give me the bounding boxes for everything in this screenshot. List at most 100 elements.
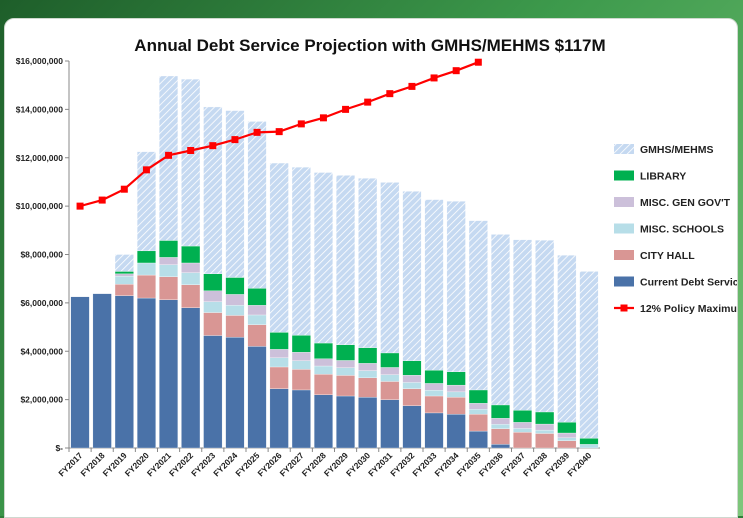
y-tick-label: $8,000,000 [20, 250, 63, 260]
bar-segment [513, 428, 533, 433]
bar-segment [557, 437, 577, 441]
bar-segment [557, 440, 577, 449]
bar-segment [114, 284, 134, 296]
bar-segment [269, 366, 289, 389]
bar-segment [269, 357, 289, 368]
legend-label: Current Debt Service [640, 277, 737, 289]
bar-segment [114, 276, 134, 285]
policy-marker [275, 128, 283, 136]
bar-segment [402, 191, 422, 361]
bar-segment [358, 377, 378, 398]
chart: Annual Debt Service Projection with GMHS… [16, 36, 737, 478]
bar-segment [535, 429, 555, 434]
bar-segment [291, 389, 311, 449]
bar-segment [446, 371, 466, 386]
bar-segment [579, 438, 599, 445]
bar-segment [313, 374, 333, 395]
bar-segment [313, 365, 333, 375]
bar-segment [424, 390, 444, 397]
bar-segment [424, 383, 444, 391]
bar-segment [513, 239, 533, 411]
bar-segment [159, 264, 179, 277]
legend-swatch [614, 144, 634, 154]
bar-segment [446, 201, 466, 372]
bar-segment [535, 240, 555, 413]
legend-swatch [614, 223, 634, 234]
bar-segment [380, 399, 400, 449]
bar-segment [336, 395, 356, 449]
bar-segment [358, 178, 378, 348]
bar-segment [446, 413, 466, 449]
bar-segment [269, 162, 289, 333]
bar-segment [490, 404, 510, 419]
bar-segment [490, 428, 510, 445]
bar-segment [468, 409, 488, 415]
legend-swatch [614, 250, 634, 260]
policy-marker [187, 146, 195, 154]
y-tick-label: $14,000,000 [16, 104, 64, 114]
bar-segment [380, 182, 400, 354]
bar-segment [181, 262, 201, 273]
bar-segment [313, 172, 333, 344]
bar-segment [203, 301, 223, 313]
bar-segment [136, 151, 156, 252]
bar-segment [136, 262, 156, 276]
bar-segment [313, 358, 333, 367]
bar-segment [380, 374, 400, 382]
bar-segment [181, 284, 201, 308]
legend-label: MISC. SCHOOLS [640, 224, 724, 236]
bar-segment [136, 297, 156, 449]
bar-segment [402, 382, 422, 389]
bar-segment [225, 337, 245, 449]
bar-segment [203, 106, 223, 275]
bar-segment [513, 410, 533, 423]
bar-segment [136, 274, 156, 299]
y-tick-label: $10,000,000 [16, 201, 64, 211]
bar-segment [247, 305, 267, 316]
bar-segment [358, 397, 378, 449]
bar-segment [402, 360, 422, 376]
bar-segment [468, 430, 488, 449]
bar-segment [181, 245, 201, 264]
bar-segment [269, 349, 289, 358]
policy-marker [342, 105, 350, 113]
legend-swatch [614, 276, 634, 287]
policy-marker [408, 82, 416, 90]
legend: GMHS/MEHMS LIBRARY MISC. GEN GOV'T MISC. SC… [614, 144, 737, 315]
bar-segment [313, 394, 333, 449]
plot-area: $- $2,000,000 $4,000,000 $6,000,000 $8,000,0… [16, 56, 600, 478]
y-tick-label: $16,000,000 [16, 56, 64, 66]
bar-segment [535, 411, 555, 425]
bar-segment [114, 273, 134, 277]
bar-segment [490, 234, 510, 406]
bar-segment [490, 424, 510, 429]
bar-segment [225, 110, 245, 278]
bar-segment [490, 418, 510, 425]
bar-segment [247, 314, 267, 325]
bar-segment [557, 255, 577, 423]
bar-segment [336, 175, 356, 345]
bar-segment [70, 296, 90, 449]
policy-marker [209, 142, 217, 150]
bar-segment [336, 360, 356, 368]
y-tick-label: $4,000,000 [20, 346, 63, 356]
bar-segment [313, 342, 333, 359]
bar-segment [247, 121, 267, 289]
bar-segment [159, 240, 179, 258]
bar-segment [247, 324, 267, 347]
bar-segment [225, 277, 245, 295]
slide-panel: Annual Debt Service Projection with GMHS… [4, 18, 738, 518]
bar-segment [181, 307, 201, 449]
bar-segment [336, 367, 356, 376]
bar-segment [291, 369, 311, 391]
bar-segment [446, 397, 466, 415]
bar-segment [424, 199, 444, 371]
bar-segment [535, 423, 555, 431]
bar-segment [114, 295, 134, 449]
bar-segment [203, 335, 223, 449]
y-tick-label: $2,000,000 [20, 395, 63, 405]
bar-segment [247, 346, 267, 449]
bar-segment [402, 405, 422, 449]
bar-segment [181, 272, 201, 285]
bar-segment [424, 412, 444, 449]
